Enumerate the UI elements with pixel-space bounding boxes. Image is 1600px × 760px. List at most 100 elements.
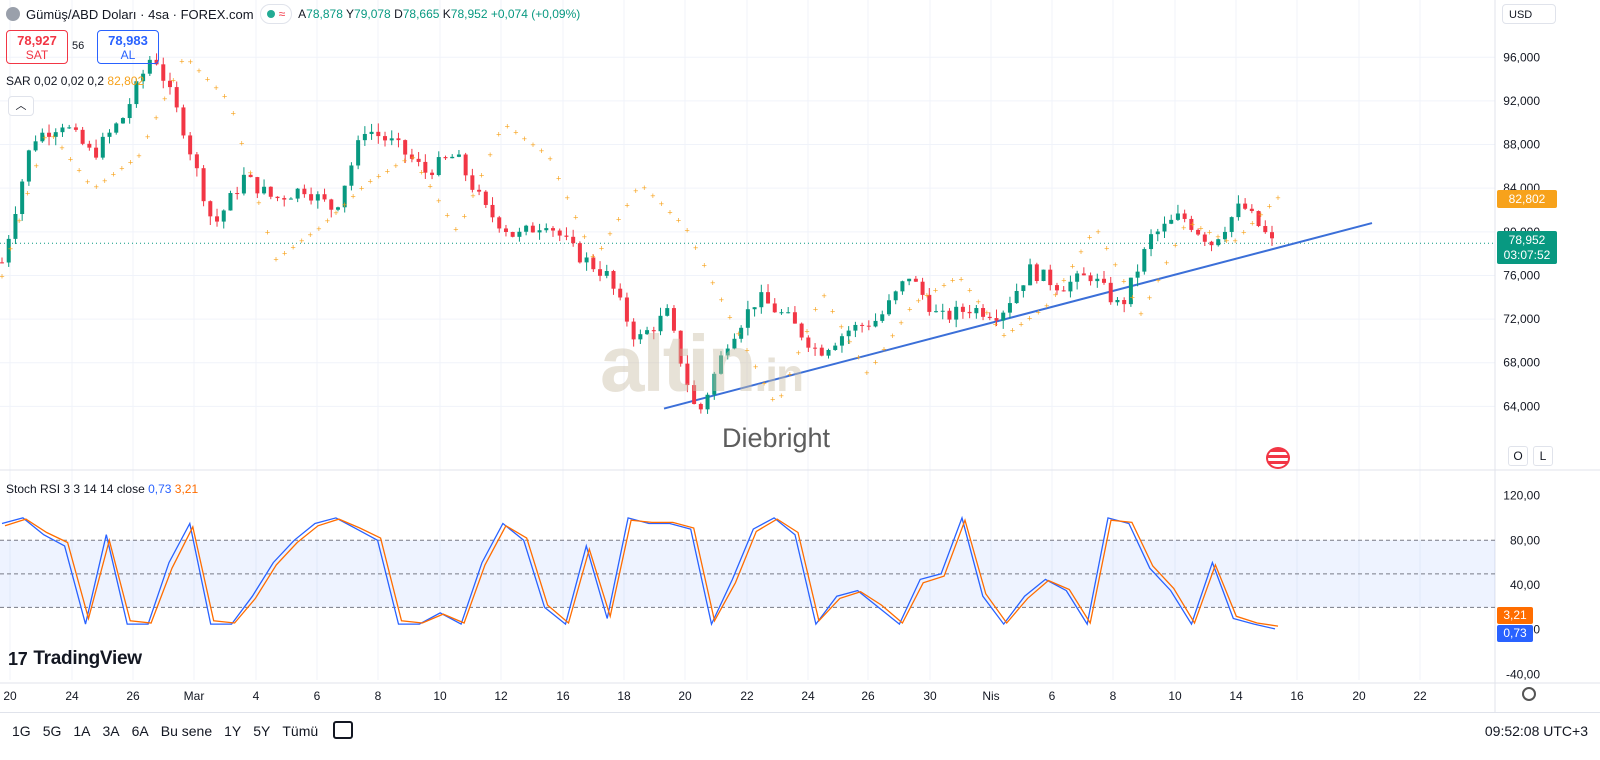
- chevron-up-icon[interactable]: ︿: [8, 96, 34, 116]
- x-tick-label: 8: [1110, 689, 1117, 703]
- candle-body: [295, 188, 300, 199]
- market-status-pill[interactable]: ≈: [259, 4, 293, 24]
- candle-body: [53, 132, 58, 137]
- candle-body: [705, 394, 710, 410]
- sar-dot: +: [325, 216, 330, 226]
- sar-dot: +: [1044, 301, 1049, 311]
- y-tick-label: 64,000: [1503, 399, 1540, 413]
- candle-body: [235, 193, 240, 195]
- range-6a[interactable]: 6A: [131, 723, 149, 739]
- range-1a[interactable]: 1A: [73, 723, 91, 739]
- sar-dot: +: [359, 183, 364, 193]
- sell-button[interactable]: 78,927 SAT: [6, 30, 68, 64]
- log-o-button[interactable]: O: [1508, 446, 1528, 466]
- sar-dot: +: [1087, 233, 1092, 243]
- range-5y[interactable]: 5Y: [253, 723, 271, 739]
- candle-body: [26, 150, 31, 182]
- sar-dot: +: [616, 215, 621, 225]
- calendar-range-icon[interactable]: [333, 721, 353, 739]
- candle-body: [221, 210, 226, 222]
- wave-icon: ≈: [278, 7, 286, 21]
- buy-button[interactable]: 78,983 AL: [97, 30, 159, 64]
- settings-gear-icon[interactable]: [1522, 687, 1536, 701]
- range-1g[interactable]: 1G: [12, 723, 31, 739]
- candle-body: [920, 281, 925, 295]
- candle-body: [416, 158, 421, 162]
- candle-body: [974, 308, 979, 314]
- sar-dot: +: [513, 128, 518, 138]
- candle-body: [161, 64, 166, 81]
- candle-body: [651, 330, 656, 332]
- x-tick-label: 26: [126, 689, 140, 703]
- stoch-rsi-pane: [0, 515, 1495, 630]
- flag-icon[interactable]: [1266, 447, 1290, 469]
- stoch-legend[interactable]: Stoch RSI 3 3 14 14 close 0,73 3,21: [6, 482, 199, 496]
- candle-body: [1149, 234, 1154, 250]
- candle-body: [80, 129, 85, 144]
- sar-dot: +: [1053, 290, 1058, 300]
- sar-dot: +: [573, 213, 578, 223]
- candle-body: [880, 314, 885, 321]
- candle-body: [1034, 264, 1039, 281]
- sar-dot: +: [642, 183, 647, 193]
- range-5g[interactable]: 5G: [42, 723, 62, 739]
- candle-body: [1061, 290, 1066, 292]
- range-tumu[interactable]: Tümü: [282, 723, 319, 739]
- tradingview-logo[interactable]: 17 TradingView: [8, 648, 142, 669]
- sar-dot: +: [522, 134, 527, 144]
- range-3a[interactable]: 3A: [102, 723, 120, 739]
- range-1y[interactable]: 1Y: [224, 723, 242, 739]
- clock[interactable]: 09:52:08 UTC+3: [1484, 723, 1588, 739]
- candle-body: [456, 154, 461, 157]
- candle-body: [477, 189, 482, 192]
- sar-dot: +: [282, 249, 287, 259]
- sar-dot: +: [248, 168, 253, 178]
- sar-dot: +: [984, 308, 989, 318]
- sar-dot: +: [1224, 236, 1229, 246]
- sar-dot: +: [239, 138, 244, 148]
- candle-body: [1229, 217, 1234, 232]
- candle-body: [127, 104, 132, 119]
- sar-dot: +: [265, 227, 270, 237]
- sar-dot: +: [736, 329, 741, 339]
- x-tick-label: 22: [740, 689, 754, 703]
- currency-select[interactable]: USD: [1502, 4, 1556, 24]
- y-tick-label: 76,000: [1503, 268, 1540, 282]
- candle-body: [1095, 278, 1100, 282]
- sar-dot: +: [547, 154, 552, 164]
- range-bu-sene[interactable]: Bu sene: [160, 723, 213, 739]
- candle-body: [1175, 213, 1180, 220]
- x-tick-label: 6: [1049, 689, 1056, 703]
- log-l-button[interactable]: L: [1533, 446, 1553, 466]
- x-tick-label: 12: [494, 689, 508, 703]
- sar-dot: +: [787, 369, 792, 379]
- sar-dot: +: [659, 199, 664, 209]
- candle-body: [6, 238, 11, 263]
- chart-header: Gümüş/ABD Doları · 4sa · FOREX.com ≈ A78…: [6, 4, 580, 24]
- x-tick-label: 10: [1168, 689, 1182, 703]
- candle-body: [772, 303, 777, 313]
- candle-body: [759, 292, 764, 308]
- sar-dot: +: [633, 186, 638, 196]
- candle-body: [584, 257, 589, 263]
- candle-body: [248, 174, 253, 178]
- sar-dot: +: [316, 224, 321, 234]
- x-tick-label: Mar: [184, 689, 205, 703]
- sar-dot: +: [1198, 224, 1203, 234]
- symbol-title[interactable]: Gümüş/ABD Doları · 4sa · FOREX.com: [26, 6, 254, 22]
- sar-dot: +: [273, 255, 278, 265]
- candle-body: [960, 306, 965, 312]
- candle-body: [987, 316, 992, 319]
- candle-body: [194, 154, 199, 169]
- candle-body: [167, 80, 172, 88]
- sar-dot: +: [890, 331, 895, 341]
- sar-dot: +: [1190, 220, 1195, 230]
- sar-dot: +: [565, 193, 570, 203]
- candle-body: [853, 324, 858, 331]
- watermark-logo: altin.in: [600, 319, 804, 408]
- candle-body: [1155, 231, 1160, 235]
- sar-dot: +: [1036, 307, 1041, 317]
- candle-body: [376, 131, 381, 137]
- sar-legend[interactable]: SAR 0,02 0,02 0,2 82,802: [6, 74, 145, 88]
